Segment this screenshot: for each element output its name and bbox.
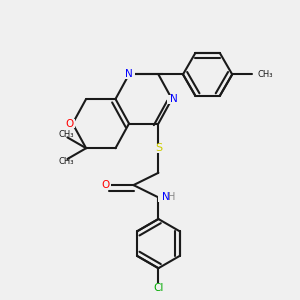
Bar	[167, 94, 179, 103]
Text: H: H	[168, 192, 176, 203]
Bar	[153, 144, 164, 153]
Bar	[123, 70, 135, 79]
Text: S: S	[155, 143, 162, 153]
Bar	[158, 193, 172, 202]
Bar	[63, 119, 75, 128]
Bar	[152, 283, 164, 292]
Text: N: N	[125, 69, 133, 80]
Text: CH₃: CH₃	[58, 158, 74, 166]
Text: O: O	[65, 118, 73, 129]
Text: CH₃: CH₃	[58, 130, 74, 139]
Text: O: O	[101, 180, 110, 190]
Text: N: N	[162, 192, 170, 203]
Text: N: N	[169, 94, 177, 104]
Text: Cl: Cl	[153, 283, 164, 293]
Text: CH₃: CH₃	[257, 70, 273, 79]
Bar	[100, 181, 111, 189]
